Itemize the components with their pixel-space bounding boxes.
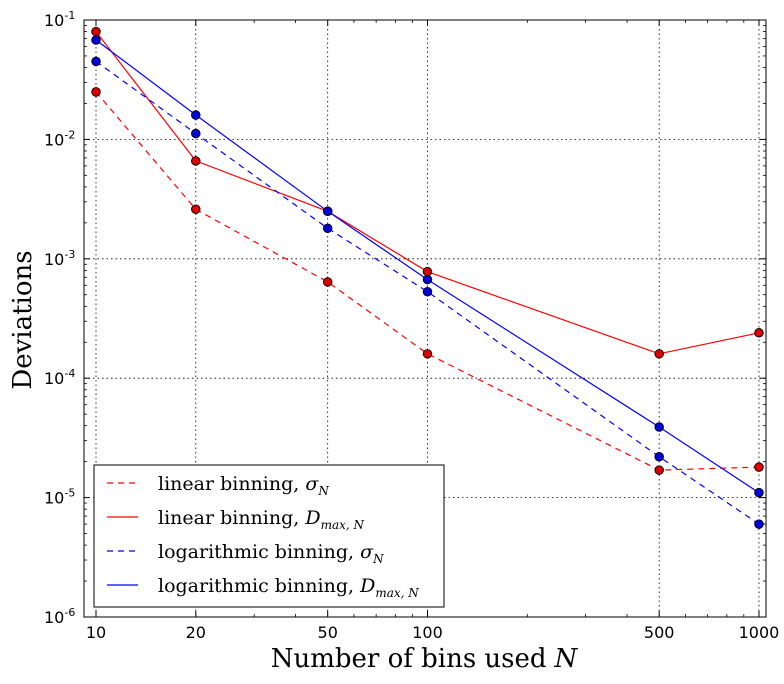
data-point-series-1 <box>754 462 764 472</box>
x-tick-label: 10 <box>86 623 106 642</box>
legend-label-1: linear binning, σN <box>158 473 329 498</box>
data-point-series-2 <box>654 349 664 359</box>
x-tick-labels: 10 20 50 100 500 1000 <box>86 623 780 642</box>
y-tick-label: 10-3 <box>44 248 75 269</box>
data-point-series-3 <box>422 286 433 297</box>
x-tick-label: 500 <box>644 623 675 642</box>
data-point-series-2 <box>91 26 101 37</box>
legend-box <box>93 464 445 608</box>
data-point-series-4 <box>754 487 764 498</box>
data-point-series-4 <box>322 206 333 217</box>
data-point-series-2 <box>754 328 764 338</box>
series-line-3 <box>95 60 760 525</box>
y-tick-label: 10-1 <box>44 9 75 30</box>
series-line-2 <box>95 31 760 355</box>
data-point-series-3 <box>322 223 333 234</box>
series-lines <box>95 31 760 525</box>
data-point-series-1 <box>322 277 333 287</box>
y-tick-label: 10-2 <box>44 128 75 149</box>
series-markers <box>91 26 764 529</box>
data-point-series-4 <box>91 35 101 45</box>
data-point-series-1 <box>191 204 201 215</box>
legend-label-4: logarithmic binning, Dmax, N <box>158 575 419 600</box>
y-tick-label: 10-6 <box>44 606 75 627</box>
data-point-series-1 <box>91 87 101 97</box>
legend-label-3: logarithmic binning, σN <box>158 541 384 566</box>
axis-ticks <box>84 19 766 618</box>
legend-label-2: linear binning, Dmax, N <box>158 507 365 532</box>
series-line-1 <box>95 91 760 471</box>
x-tick-label: 100 <box>412 623 443 642</box>
x-tick-label: 50 <box>318 623 338 642</box>
data-point-series-1 <box>422 349 433 359</box>
data-point-series-4 <box>654 422 664 432</box>
plot-frame <box>83 19 767 618</box>
x-axis-label: Number of bins used N <box>271 644 579 674</box>
y-tick-label: 10-5 <box>44 487 75 508</box>
grid-lines <box>84 19 766 618</box>
x-tick-label: 1000 <box>739 623 780 642</box>
y-axis-label: Deviations <box>8 250 38 389</box>
data-point-series-2 <box>422 266 433 277</box>
x-tick-label: 20 <box>186 623 206 642</box>
data-point-series-3 <box>91 56 101 67</box>
data-point-series-3 <box>191 128 201 139</box>
data-point-series-3 <box>654 451 664 462</box>
series-line-4 <box>95 39 760 494</box>
y-tick-label: 10-4 <box>44 367 75 388</box>
data-point-series-4 <box>422 274 433 285</box>
y-tick-labels: 10-6 10-5 10-4 10-3 10-2 10-1 <box>44 9 75 627</box>
data-point-series-1 <box>654 465 664 475</box>
legend: linear binning, σN linear binning, Dmax, … <box>93 464 445 608</box>
data-point-series-2 <box>191 156 201 166</box>
data-point-series-4 <box>191 110 201 120</box>
data-point-series-3 <box>754 519 764 529</box>
